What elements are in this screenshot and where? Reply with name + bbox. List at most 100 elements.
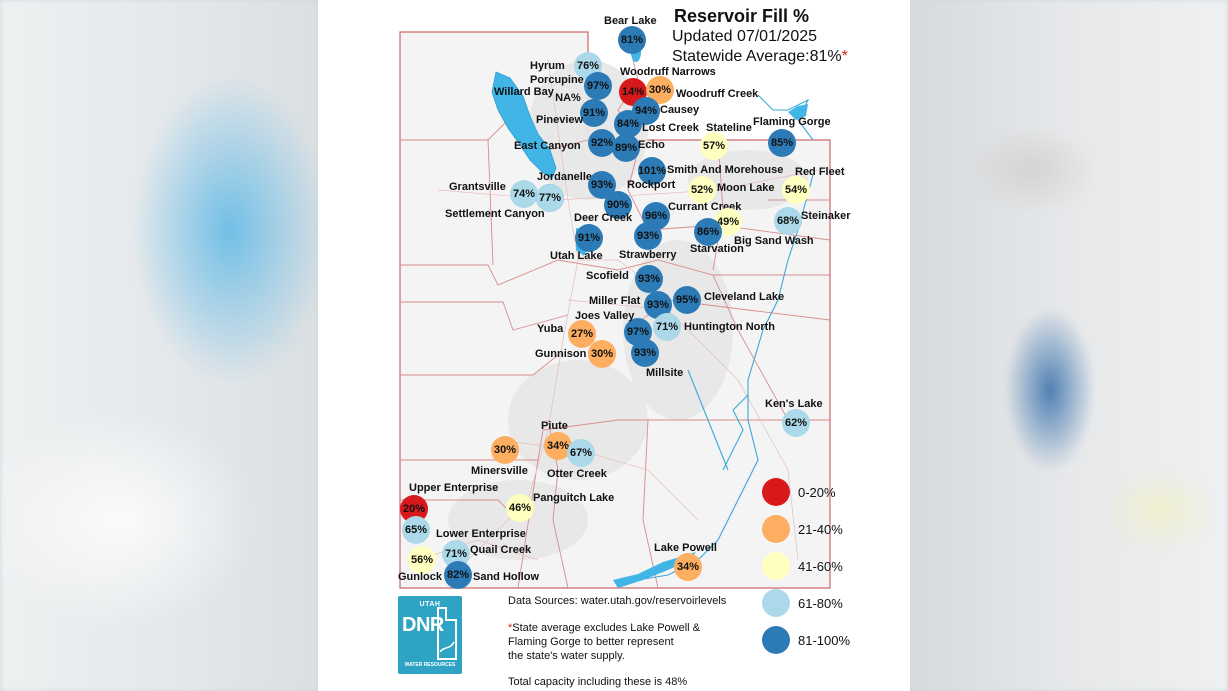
statewide-average: Statewide Average:81%* (672, 48, 848, 66)
logo-dnr-text: DNR (402, 614, 444, 636)
reservoir-label-ken-s-lake: Ken's Lake (765, 398, 823, 410)
reservoir-label-settlement-canyon: Settlement Canyon (445, 208, 545, 220)
reservoir-marker-stateline: 57% (700, 132, 728, 160)
reservoir-label-huntington-north: Huntington North (684, 321, 776, 333)
reservoir-marker-big-sand-wash: 49% (714, 208, 742, 236)
rivers (617, 94, 814, 586)
reservoir-marker-yuba: 27% (568, 320, 596, 348)
great-salt-lake (491, 71, 557, 179)
legend-item-81-100: 81-100% (762, 626, 850, 654)
reservoir-marker-strawberry: 93% (634, 222, 662, 250)
reservoir-label-gunnison: Gunnison (535, 348, 587, 360)
reservoir-marker-pineview: 91% (580, 99, 608, 127)
reservoir-marker-woodruff-creek: 30% (646, 76, 674, 104)
reservoir-map-panel: Reservoir Fill % Updated 07/01/2025 Stat… (318, 0, 910, 691)
reservoir-label-willard-bay: Willard Bay (494, 86, 554, 98)
legend-item-61-80: 61-80% (762, 589, 843, 617)
legend-label: 41-60% (798, 558, 843, 574)
reservoir-marker-utah-lake: 91% (575, 224, 603, 252)
reservoir-label-red-fleet: Red Fleet (795, 166, 845, 178)
reservoir-marker-ken-s-lake: 62% (782, 409, 810, 437)
reservoir-label-starvation: Starvation (690, 243, 744, 255)
reservoir-marker-panguitch-lake: 46% (506, 494, 534, 522)
reservoir-label-otter-creek: Otter Creek (547, 468, 607, 480)
reservoir-label-hyrum: Hyrum (530, 60, 565, 72)
legend-label: 81-100% (798, 632, 851, 648)
total-capacity-note: Total capacity including these is 48% (508, 676, 688, 688)
reservoir-marker-gunlock: 56% (408, 546, 436, 574)
legend-label: 21-40% (798, 521, 843, 537)
flaming-gorge-water (788, 104, 808, 120)
reservoir-marker-lost-creek: 84% (614, 110, 642, 138)
reservoir-label-jordanelle: Jordanelle (537, 171, 593, 183)
reservoir-label-lower-enterprise: Lower Enterprise (436, 528, 526, 540)
reservoir-label-grantsville: Grantsville (449, 181, 506, 193)
reservoir-marker-lower-enterprise: 65% (402, 516, 430, 544)
reservoir-label-pineview: Pineview (536, 114, 584, 126)
reservoir-marker-porcupine: 97% (584, 72, 612, 100)
reservoir-marker-minersville: 30% (491, 436, 519, 464)
legend-item-0-20: 0-20% (762, 478, 836, 506)
reservoir-marker-starvation: 86% (694, 218, 722, 246)
legend-label: 61-80% (798, 595, 843, 611)
reservoir-label-lost-creek: Lost Creek (642, 122, 699, 134)
legend-label: 0-20% (798, 484, 836, 500)
legend-item-21-40: 21-40% (762, 515, 843, 543)
reservoir-label-smith-and-morehouse: Smith And Morehouse (667, 164, 784, 176)
reservoir-marker-gunnison: 30% (588, 340, 616, 368)
reservoir-label-bear-lake: Bear Lake (604, 15, 657, 27)
reservoir-marker-lake-powell: 34% (674, 553, 702, 581)
reservoir-label-millsite: Millsite (646, 367, 684, 379)
legend-swatch (762, 515, 790, 543)
reservoir-label-moon-lake: Moon Lake (717, 182, 775, 194)
reservoir-label-upper-enterprise: Upper Enterprise (409, 482, 499, 494)
reservoir-marker-cleveland-lake: 95% (673, 286, 701, 314)
reservoir-marker-willard-bay: NA% (555, 92, 581, 104)
statewide-average-text: Statewide Average:81% (672, 48, 842, 65)
state-average-note-line2: Flaming Gorge to better represent (508, 636, 674, 648)
reservoir-label-steinaker: Steinaker (801, 210, 851, 222)
reservoir-marker-sand-hollow: 82% (444, 561, 472, 589)
reservoir-label-woodruff-creek: Woodruff Creek (676, 88, 759, 100)
reservoir-label-sand-hollow: Sand Hollow (473, 571, 539, 583)
reservoir-marker-huntington-north: 71% (653, 313, 681, 341)
updated-date: Updated 07/01/2025 (672, 28, 818, 45)
reservoir-label-porcupine: Porcupine (530, 74, 584, 86)
utah-map (399, 31, 831, 589)
utah-outline-icon (437, 607, 457, 660)
reservoir-marker-scofield: 93% (635, 265, 663, 293)
reservoir-label-lake-powell: Lake Powell (654, 542, 717, 554)
reservoir-marker-joes-valley: 97% (624, 318, 652, 346)
blurred-background-left (0, 0, 318, 691)
reservoir-marker-steinaker: 68% (774, 207, 802, 235)
reservoir-label-echo: Echo (638, 139, 665, 151)
reservoir-marker-red-fleet: 54% (782, 176, 810, 204)
legend-item-41-60: 41-60% (762, 552, 843, 580)
reservoir-label-east-canyon: East Canyon (514, 140, 581, 152)
blurred-background-right (910, 0, 1228, 691)
reservoir-label-scofield: Scofield (586, 270, 629, 282)
reservoir-marker-smith-and-morehouse: 101% (638, 157, 666, 185)
reservoir-marker-bear-lake: 81% (618, 26, 646, 54)
reservoir-label-strawberry: Strawberry (619, 249, 677, 261)
reservoir-marker-echo: 89% (612, 134, 640, 162)
reservoir-label-piute: Piute (541, 420, 568, 432)
state-average-note-line3: the state's water supply. (508, 650, 625, 662)
note-star: * (508, 622, 513, 634)
legend-swatch (762, 478, 790, 506)
reservoir-label-joes-valley: Joes Valley (575, 310, 635, 322)
roads (417, 59, 819, 561)
reservoir-label-gunlock: Gunlock (398, 571, 443, 583)
reservoir-label-rockport: Rockport (627, 179, 676, 191)
reservoir-marker-flaming-gorge: 85% (768, 129, 796, 157)
reservoir-label-utah-lake: Utah Lake (550, 250, 603, 262)
reservoir-marker-deer-creek: 90% (604, 191, 632, 219)
reservoir-label-quail-creek: Quail Creek (470, 544, 532, 556)
note-line1-text: State average excludes Lake Powell & (512, 622, 701, 634)
logo-utah-text: UTAH (419, 601, 441, 608)
logo-division-text: WATER RESOURCES (404, 662, 456, 668)
reservoir-label-panguitch-lake: Panguitch Lake (533, 492, 615, 504)
reservoir-label-flaming-gorge: Flaming Gorge (753, 116, 831, 128)
reservoir-marker-settlement-canyon: 77% (536, 184, 564, 212)
reservoir-marker-east-canyon: 92% (588, 129, 616, 157)
